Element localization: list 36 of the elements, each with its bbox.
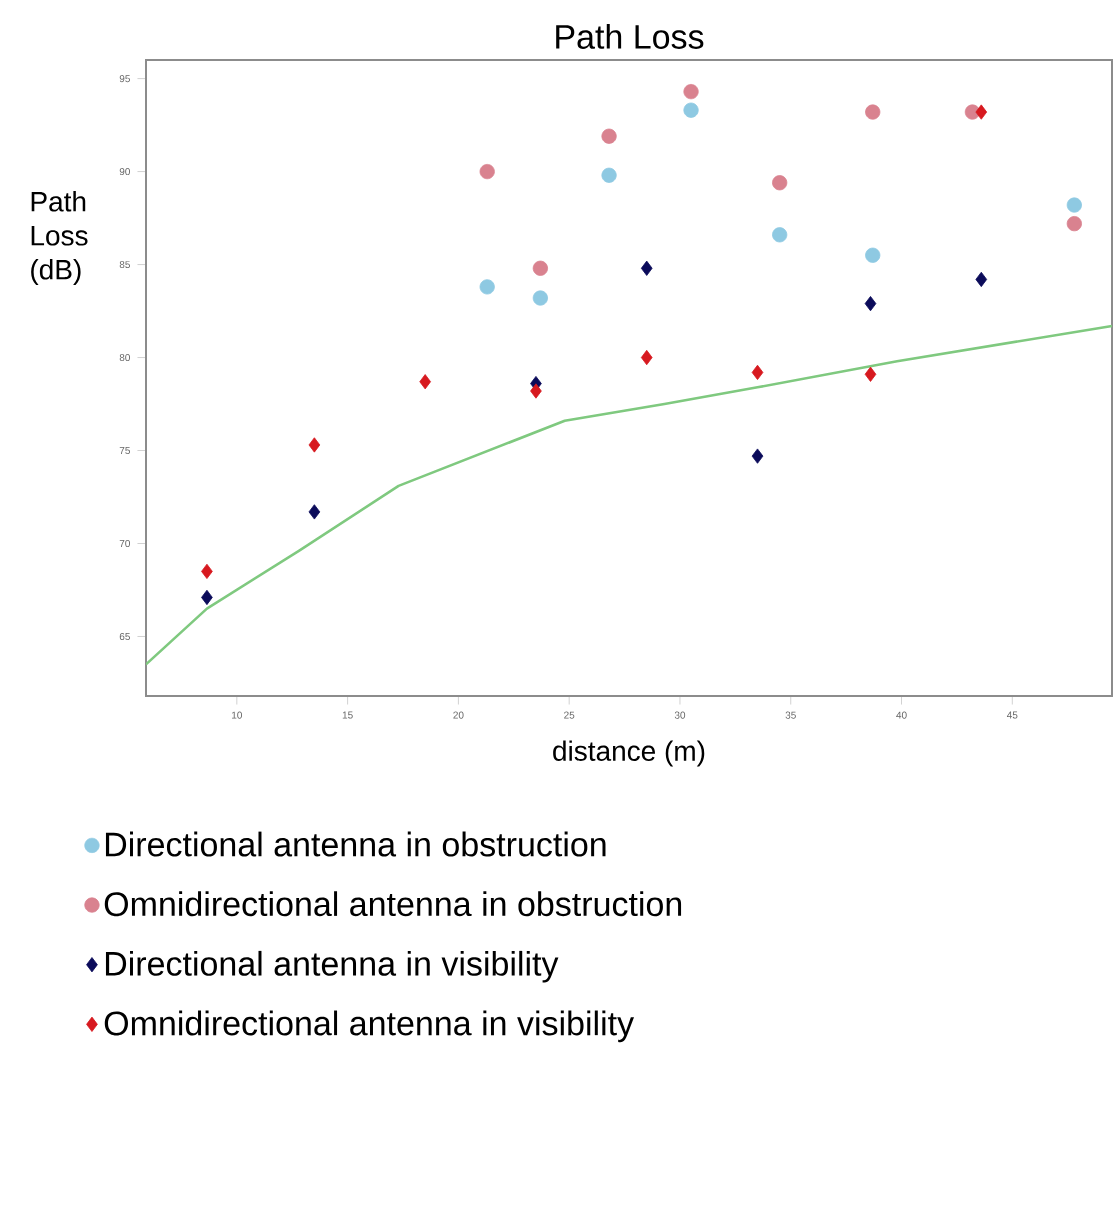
point: [201, 563, 213, 579]
point: [479, 279, 495, 295]
y-axis-title: Path Loss (dB): [31, 191, 88, 286]
point: [479, 163, 495, 180]
point: [1066, 216, 1082, 232]
point: [683, 102, 699, 118]
point: [1066, 197, 1082, 213]
point: [419, 374, 431, 390]
point: [601, 128, 617, 144]
point: [201, 589, 213, 606]
point: [975, 271, 988, 288]
point: [865, 104, 881, 120]
point: [864, 296, 877, 312]
point: [308, 437, 321, 453]
point: [975, 104, 988, 120]
point: [751, 448, 764, 464]
point: [532, 260, 548, 276]
point: [772, 175, 788, 191]
point: [683, 84, 699, 100]
point: [532, 290, 548, 306]
line-series: [146, 324, 1112, 666]
legend-label: Directional antenna in obstruction: [105, 831, 606, 857]
point: [601, 167, 617, 183]
point: [308, 504, 321, 520]
chart-title: Path Loss: [556, 23, 704, 49]
legend-label: Omnidirectional antenna in visibility: [104, 1010, 635, 1043]
point: [530, 383, 542, 399]
point: [865, 247, 881, 263]
point: [640, 260, 653, 276]
point: [640, 349, 653, 366]
point: [772, 227, 788, 243]
x-axis-title: distance (m): [553, 740, 705, 767]
legend-label: Directional antenna in visibility: [105, 950, 559, 983]
point: [751, 364, 764, 381]
legend-label: Omnidirectional antenna in obstruction: [104, 891, 682, 917]
point: [864, 366, 877, 382]
